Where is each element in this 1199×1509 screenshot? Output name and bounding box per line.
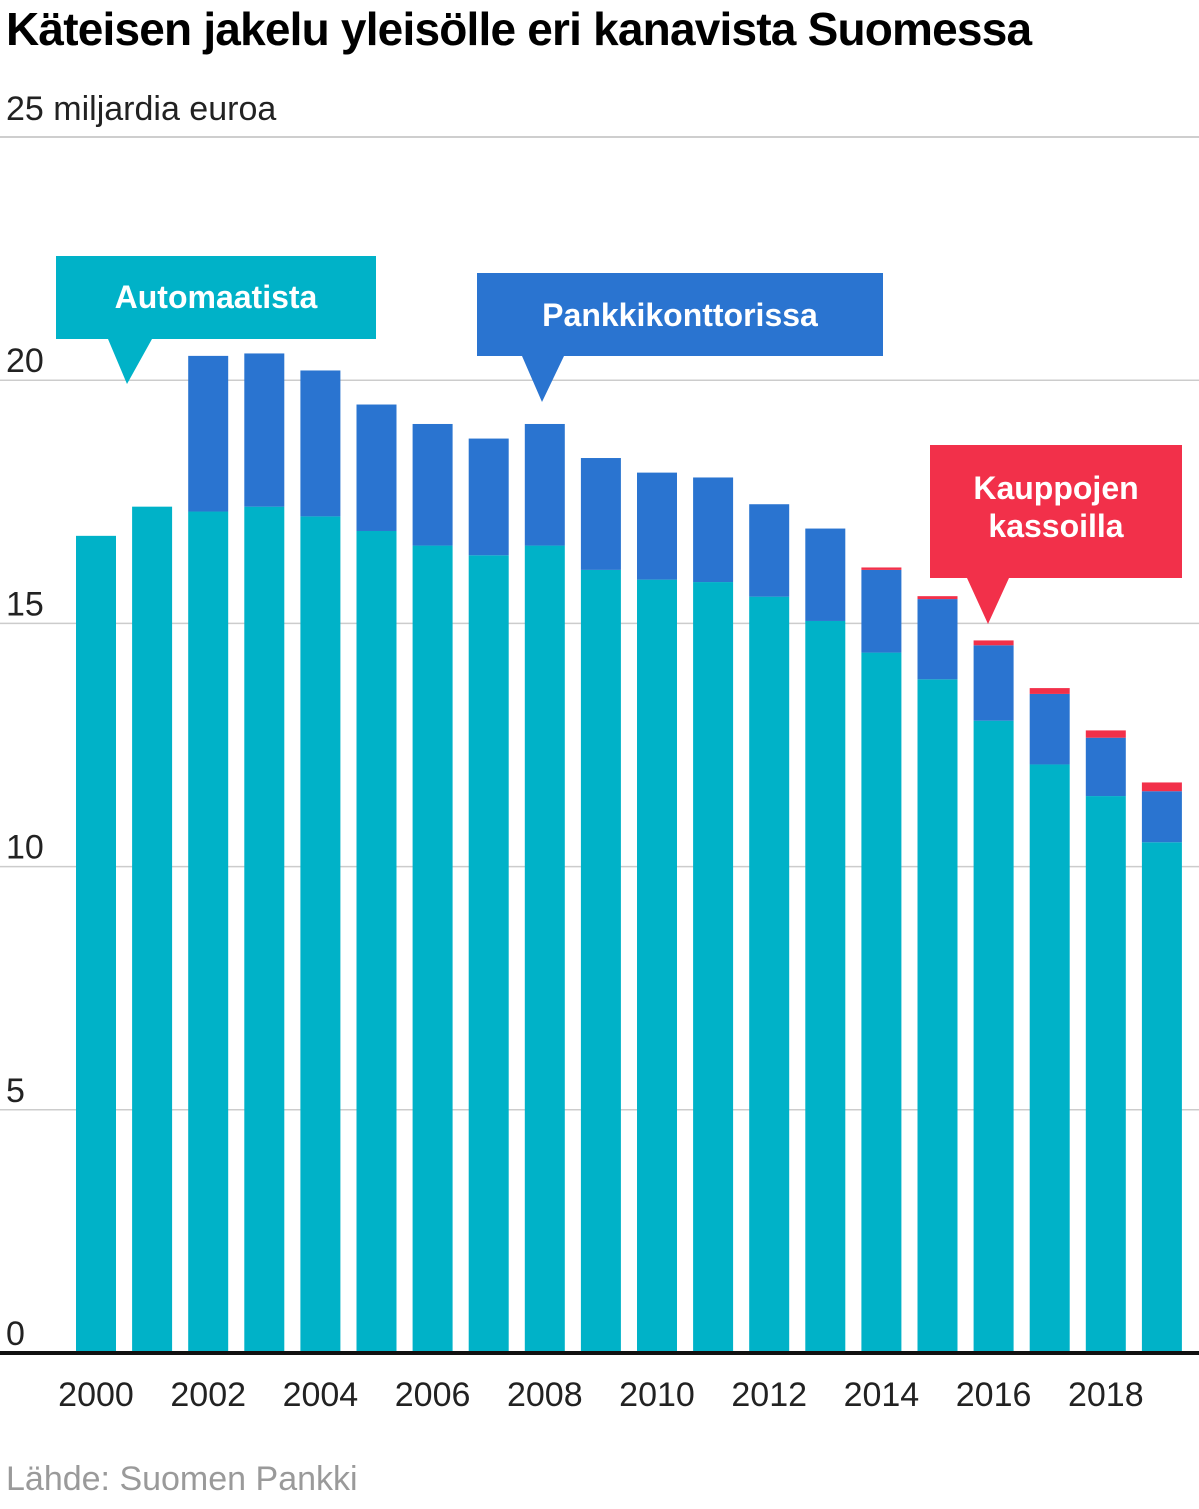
bar-2008-series-0 — [524, 545, 565, 1353]
x-tick-label: 2010 — [619, 1376, 695, 1414]
x-tick-label: 2008 — [507, 1376, 583, 1414]
bar-2005-series-1 — [356, 404, 397, 531]
bar-2007-series-0 — [468, 555, 509, 1353]
bar-2012-series-0 — [749, 596, 790, 1353]
bar-2017-series-0 — [1029, 764, 1070, 1353]
bar-2006-series-0 — [412, 545, 453, 1353]
bar-2000-series-0 — [76, 535, 116, 1353]
bar-2007-series-1 — [468, 438, 509, 556]
axes: 2000 2002 2004 2006 2008 2010 2012 2014 2016 2018 — [0, 1351, 1199, 1414]
bar-2015-series-1 — [917, 599, 958, 680]
bars — [76, 353, 1182, 1353]
callout-automaatista-bubble — [56, 256, 376, 384]
bar-2019-series-2 — [1141, 782, 1182, 792]
x-tick-label: 2002 — [170, 1376, 246, 1414]
bar-2009-series-0 — [580, 569, 621, 1353]
gridlines: 0 5 10 15 20 — [0, 342, 1199, 1353]
bar-2016-series-2 — [973, 640, 1014, 646]
bar-2012-series-1 — [749, 504, 790, 597]
callout-kauppojen-kassoilla-bubble — [930, 445, 1182, 624]
chart-title: Käteisen jakelu yleisölle eri kanavista … — [6, 3, 1032, 55]
bar-2001-series-0 — [132, 506, 173, 1353]
callout-kauppojen-kassoilla-text: kassoilla — [988, 508, 1123, 544]
source-note: Lähde: Suomen Pankki — [6, 1460, 358, 1498]
bar-2002-series-1 — [188, 355, 229, 512]
bar-2011-series-1 — [693, 477, 734, 583]
x-tick-label: 2018 — [1068, 1376, 1144, 1414]
bar-2003-series-0 — [244, 506, 285, 1353]
y-tick-label: 20 — [6, 342, 44, 380]
y-tick-label: 5 — [6, 1072, 25, 1110]
bar-2005-series-0 — [356, 530, 397, 1353]
bar-2010-series-1 — [637, 472, 677, 580]
callout-pankkikonttorissa: Pankkikonttorissa — [477, 273, 883, 402]
bar-2014-series-2 — [861, 567, 902, 570]
bar-2006-series-1 — [412, 423, 453, 546]
bar-2014-series-1 — [861, 569, 902, 653]
callout-automaatista: Automaatista — [56, 256, 376, 384]
x-tick-label: 2016 — [956, 1376, 1032, 1414]
bar-2008-series-1 — [524, 423, 565, 546]
callout-kauppojen-kassoilla-text: Kauppojen — [973, 470, 1138, 506]
x-tick-label: 2000 — [58, 1376, 134, 1414]
bar-2019-series-1 — [1141, 791, 1182, 843]
x-tick-label: 2006 — [395, 1376, 471, 1414]
bar-2018-series-1 — [1085, 737, 1126, 797]
bar-2004-series-1 — [300, 370, 341, 517]
bar-2019-series-0 — [1141, 842, 1182, 1353]
chart-subtitle: 25 miljardia euroa — [6, 90, 277, 128]
x-tick-label: 2004 — [283, 1376, 359, 1414]
callout-pankkikonttorissa-bubble — [477, 273, 883, 402]
bar-2013-series-0 — [805, 620, 846, 1353]
bar-2014-series-0 — [861, 652, 902, 1353]
callout-pankkikonttorissa-text: Pankkikonttorissa — [542, 297, 818, 333]
bar-2017-series-2 — [1029, 688, 1070, 694]
y-tick-label: 15 — [6, 585, 44, 623]
callout-automaatista-text: Automaatista — [115, 279, 318, 315]
bar-2018-series-0 — [1085, 796, 1126, 1353]
bar-2009-series-1 — [580, 458, 621, 570]
bar-2002-series-0 — [188, 511, 229, 1353]
callouts: Automaatista Pankkikonttorissa Kauppojenka… — [56, 256, 1182, 624]
bar-2015-series-0 — [917, 679, 958, 1353]
bar-2015-series-2 — [917, 596, 958, 600]
bar-2017-series-1 — [1029, 693, 1070, 765]
bar-2010-series-0 — [637, 579, 677, 1353]
bar-2016-series-1 — [973, 645, 1014, 721]
bar-2016-series-0 — [973, 720, 1014, 1353]
x-tick-label: 2012 — [731, 1376, 807, 1414]
y-tick-label: 10 — [6, 829, 44, 867]
bar-2011-series-0 — [693, 582, 734, 1353]
bar-2013-series-1 — [805, 528, 846, 621]
y-tick-label: 0 — [6, 1315, 25, 1353]
bar-2018-series-2 — [1085, 730, 1126, 738]
bar-2003-series-1 — [244, 353, 285, 507]
bar-2004-series-0 — [300, 516, 341, 1353]
x-tick-label: 2014 — [844, 1376, 920, 1414]
